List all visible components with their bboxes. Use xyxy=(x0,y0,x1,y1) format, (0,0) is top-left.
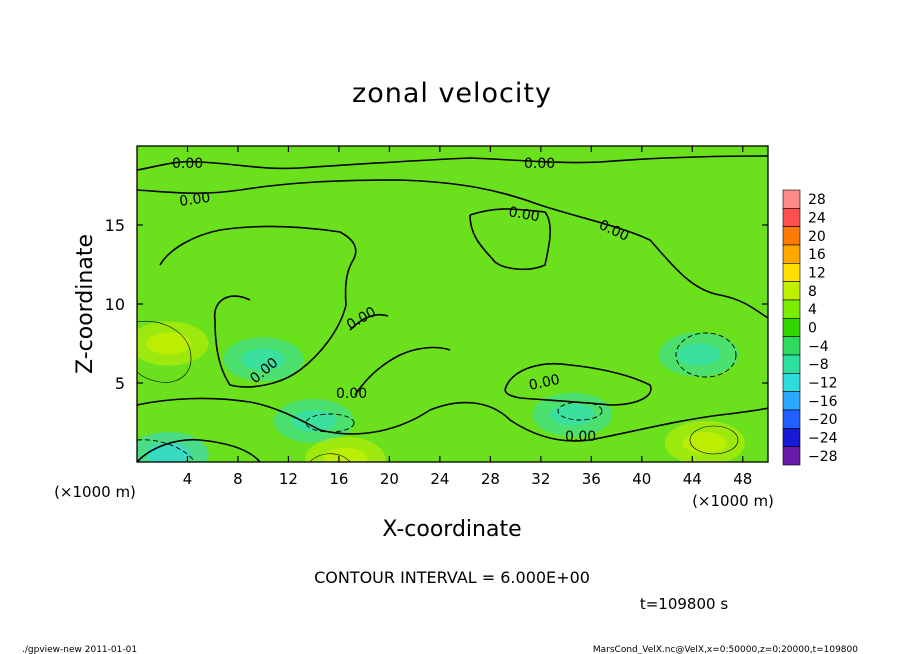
colorbar-label: −12 xyxy=(808,376,838,392)
colorbar-label: 24 xyxy=(808,211,826,227)
colorbar-swatch xyxy=(783,227,800,245)
field-background xyxy=(137,146,768,462)
colorbar-label: 0 xyxy=(808,321,817,337)
contour-label: 0.00 xyxy=(524,156,555,172)
z-unit-label: (×1000 m) xyxy=(54,483,136,501)
colorbar-label: −28 xyxy=(808,449,838,465)
footer-left: ./gpview-new 2011-01-01 xyxy=(22,645,137,654)
x-tick-label: 36 xyxy=(582,470,601,488)
colorbar-label: −8 xyxy=(808,357,829,373)
plot-area: 0.00 0.00 0.00 0.00 0.00 0.00 0.00 0.00 … xyxy=(129,146,768,481)
contour-interval-text: CONTOUR INTERVAL = 6.000E+00 xyxy=(314,568,590,587)
colorbar-swatch xyxy=(783,392,800,410)
colorbar: 28 24 20 16 12 8 4 0 −4 −8 −12 −16 −20 −24 −28 xyxy=(783,190,838,465)
contour-label: 0.00 xyxy=(172,156,203,172)
colorbar-swatch xyxy=(783,245,800,263)
colorbar-swatch xyxy=(783,318,800,336)
field-anomaly-core xyxy=(550,404,594,426)
colorbar-swatch xyxy=(783,447,800,465)
colorbar-swatch xyxy=(783,282,800,300)
colorbar-label: 16 xyxy=(808,247,826,263)
colorbar-label: 12 xyxy=(808,266,826,282)
y-tick-label: 5 xyxy=(115,374,125,393)
chart-title: zonal velocity xyxy=(352,78,552,109)
y-tick-label: 15 xyxy=(105,216,125,235)
x-tick-label: 32 xyxy=(531,470,550,488)
colorbar-swatch xyxy=(783,428,800,446)
colorbar-swatch xyxy=(783,300,800,318)
y-axis-title: Z-coordinate xyxy=(73,234,98,374)
field-anomaly-core xyxy=(683,432,727,454)
colorbar-label: −20 xyxy=(808,412,838,428)
colorbar-label: 4 xyxy=(808,302,817,318)
x-tick-label: 40 xyxy=(632,470,651,488)
x-tick-label: 16 xyxy=(329,470,348,488)
colorbar-swatch xyxy=(783,410,800,428)
colorbar-label: −24 xyxy=(808,431,838,447)
x-tick-label: 44 xyxy=(683,470,702,488)
x-axis-title: X-coordinate xyxy=(382,517,521,542)
footer-right: MarsCond_VelX.nc@VelX,x=0:50000,z=0:2000… xyxy=(593,645,858,654)
contour-label: 0.00 xyxy=(565,429,596,445)
field-anomaly-core xyxy=(292,410,336,432)
colorbar-swatch xyxy=(783,190,800,208)
x-tick-label: 28 xyxy=(481,470,500,488)
colorbar-swatch xyxy=(783,263,800,281)
x-tick-label: 8 xyxy=(233,470,243,488)
x-tick-label: 4 xyxy=(183,470,193,488)
colorbar-label: 28 xyxy=(808,192,826,208)
time-label: t=109800 s xyxy=(640,595,728,613)
colorbar-swatch xyxy=(783,373,800,391)
colorbar-label: 20 xyxy=(808,229,826,245)
x-tick-label: 48 xyxy=(733,470,752,488)
contour-label: 0.00 xyxy=(336,386,367,402)
field-anomaly-core xyxy=(323,448,367,470)
field-anomaly-core xyxy=(677,344,721,366)
x-tick-label: 24 xyxy=(430,470,449,488)
x-unit-label: (×1000 m) xyxy=(692,492,774,510)
colorbar-label: −4 xyxy=(808,339,829,355)
x-tick-label: 12 xyxy=(279,470,298,488)
colorbar-label: 8 xyxy=(808,284,817,300)
y-tick-label: 10 xyxy=(105,295,125,314)
colorbar-swatch xyxy=(783,337,800,355)
x-tick-label: 20 xyxy=(380,470,399,488)
colorbar-label: −16 xyxy=(808,394,838,410)
colorbar-swatch xyxy=(783,208,800,226)
field-anomaly-core xyxy=(147,333,191,355)
colorbar-swatch xyxy=(783,355,800,373)
